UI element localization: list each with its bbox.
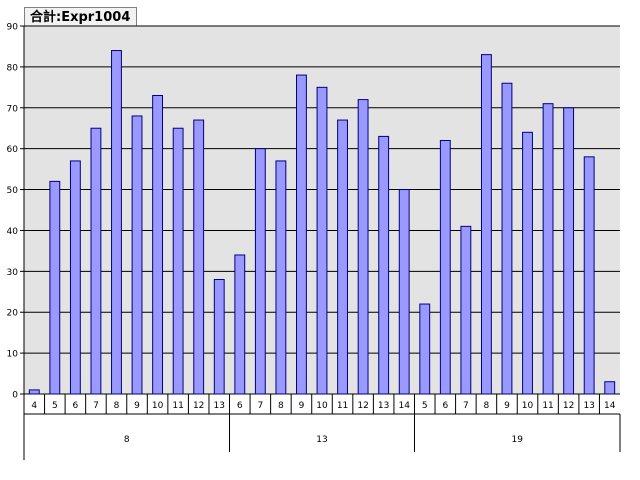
category-label: 11 <box>172 401 183 411</box>
bar-g1-c1 <box>254 148 266 395</box>
category-label: 7 <box>463 401 469 411</box>
category-label: 8 <box>114 401 120 411</box>
category-label: 13 <box>583 401 594 411</box>
category-label: 13 <box>214 401 225 411</box>
bar-g2-c7 <box>563 107 575 395</box>
category-label: 6 <box>73 401 79 411</box>
bar-g1-c2 <box>275 160 287 395</box>
bar-g0-c1 <box>49 180 61 395</box>
category-label: 4 <box>31 401 37 411</box>
bar-g2-c5 <box>522 131 533 395</box>
bar-g2-c0 <box>419 303 431 395</box>
category-label: 11 <box>337 401 348 411</box>
group-label: 19 <box>512 435 524 445</box>
bar-g1-c7 <box>378 135 390 395</box>
y-tick-label: 10 <box>7 350 19 360</box>
bar-g0-c7 <box>172 127 184 395</box>
category-label: 10 <box>522 401 534 411</box>
bar-g0-c5 <box>131 115 143 395</box>
bar-g2-c9 <box>604 381 616 395</box>
bar-g1-c8 <box>398 189 410 395</box>
category-label: 12 <box>357 401 368 411</box>
category-label: 12 <box>563 401 574 411</box>
bar-g1-c3 <box>296 74 307 395</box>
bar-g1-c0 <box>234 254 246 395</box>
category-label: 10 <box>152 401 164 411</box>
bar-g1-c6 <box>357 99 369 395</box>
category-label: 9 <box>134 401 140 411</box>
group-label: 8 <box>124 435 130 445</box>
category-label: 5 <box>52 401 58 411</box>
bar-g2-c6 <box>542 103 554 395</box>
category-label: 11 <box>542 401 553 411</box>
y-tick-label: 70 <box>7 104 19 114</box>
category-label: 9 <box>299 401 305 411</box>
group-label: 13 <box>316 435 327 445</box>
category-label: 6 <box>442 401 448 411</box>
category-label: 6 <box>237 401 243 411</box>
bar-g0-c2 <box>69 160 81 395</box>
y-tick-label: 30 <box>7 268 19 278</box>
category-label: 13 <box>378 401 389 411</box>
category-label: 8 <box>484 401 490 411</box>
bar-g0-c3 <box>90 127 102 395</box>
category-label: 5 <box>422 401 428 411</box>
y-tick-label: 80 <box>7 63 19 73</box>
bar-g2-c4 <box>501 82 513 395</box>
y-tick-label: 0 <box>12 391 18 401</box>
bar-g2-c8 <box>583 156 595 395</box>
bar-g2-c2 <box>460 225 472 395</box>
category-label: 7 <box>93 401 99 411</box>
category-label: 8 <box>278 401 284 411</box>
category-label: 12 <box>193 401 204 411</box>
bar-g1-c5 <box>337 119 348 395</box>
bar-g0-c4 <box>111 50 122 395</box>
category-label: 10 <box>316 401 328 411</box>
y-tick-label: 60 <box>7 145 19 155</box>
bar-g0-c9 <box>213 279 225 395</box>
category-label: 9 <box>504 401 510 411</box>
bar-g2-c1 <box>439 139 451 395</box>
bar-g0-c0 <box>28 389 40 395</box>
bar-g0-c6 <box>152 95 164 395</box>
y-tick-label: 20 <box>7 309 19 319</box>
bar-g2-c3 <box>480 54 492 395</box>
category-label: 14 <box>398 401 410 411</box>
bar-g1-c4 <box>316 86 328 395</box>
y-tick-label: 50 <box>7 186 19 196</box>
bar-g0-c8 <box>193 119 205 395</box>
y-tick-label: 90 <box>7 23 19 33</box>
field-button-sum-expr1004[interactable]: 合計:Expr1004 <box>24 7 138 26</box>
y-tick-label: 40 <box>7 227 19 237</box>
category-label: 14 <box>604 401 616 411</box>
category-label: 7 <box>257 401 263 411</box>
